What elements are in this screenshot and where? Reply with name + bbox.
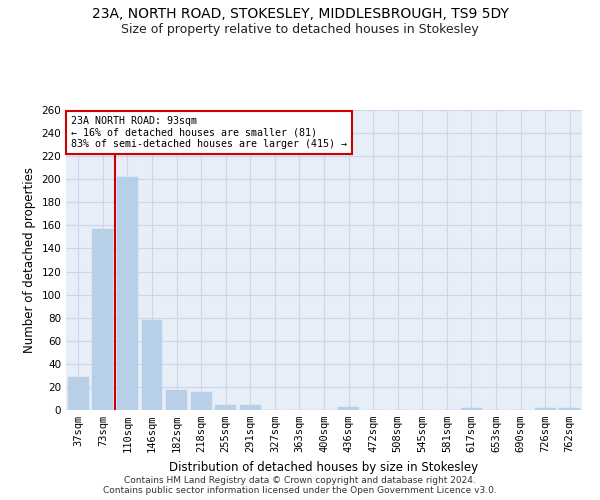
Y-axis label: Number of detached properties: Number of detached properties [23, 167, 36, 353]
Bar [68, 376, 89, 410]
Bar [461, 408, 482, 410]
Text: Size of property relative to detached houses in Stokesley: Size of property relative to detached ho… [121, 22, 479, 36]
Bar [338, 406, 359, 410]
Text: 23A NORTH ROAD: 93sqm
← 16% of detached houses are smaller (81)
83% of semi-deta: 23A NORTH ROAD: 93sqm ← 16% of detached … [71, 116, 347, 149]
Text: Contains HM Land Registry data © Crown copyright and database right 2024.
Contai: Contains HM Land Registry data © Crown c… [103, 476, 497, 495]
Bar [191, 392, 212, 410]
Bar [92, 229, 113, 410]
X-axis label: Distribution of detached houses by size in Stokesley: Distribution of detached houses by size … [169, 460, 479, 473]
Bar [142, 320, 163, 410]
Bar [166, 390, 187, 410]
Bar [240, 406, 261, 410]
Bar [559, 408, 580, 410]
Bar [215, 406, 236, 410]
Bar [535, 408, 556, 410]
Bar [117, 177, 138, 410]
Text: 23A, NORTH ROAD, STOKESLEY, MIDDLESBROUGH, TS9 5DY: 23A, NORTH ROAD, STOKESLEY, MIDDLESBROUG… [92, 8, 508, 22]
